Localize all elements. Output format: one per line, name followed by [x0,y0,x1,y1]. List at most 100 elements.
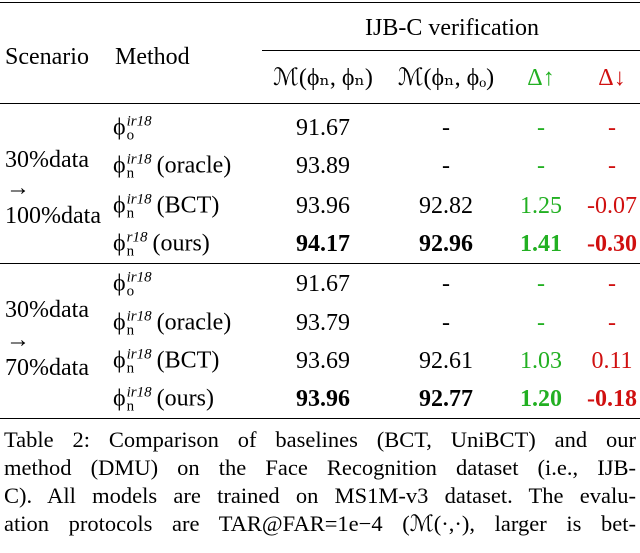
value-cell: - [608,310,616,336]
method-symbol: ϕ [113,230,126,257]
method-scripts: r18 n [126,229,148,260]
group-header: IJB-C verification [365,15,539,41]
column-header: ℳ(ϕₙ, ϕₒ) [397,65,495,91]
scenario-header: Scenario [5,44,89,70]
value-cell: 93.79 [296,310,350,336]
method-suffix: (ours) [156,385,214,412]
method-cell: ϕ r18 n (ours) [113,229,210,260]
method-symbol: ϕ [113,114,126,141]
method-subscript: n [126,165,135,182]
method-subscript: o [126,283,135,300]
scenario-line: 70%data [5,355,89,381]
scenario-line: → [6,327,30,353]
value-cell: - [442,153,450,179]
method-subscript: n [126,205,135,222]
column-header: Δ↑ [527,65,555,91]
method-suffix: (BCT) [156,192,220,219]
value-cell: -0.07 [587,193,637,219]
value-cell: 92.96 [419,231,473,257]
method-suffix: (BCT) [156,347,220,374]
caption-line: method (DMU) on the Face Recognition dat… [4,455,636,480]
scenario-line: → [6,175,30,201]
value-cell: 1.41 [520,231,562,257]
method-superscript: ir18 [126,269,152,286]
method-cell: ϕ ir18 n (BCT) [113,346,220,377]
method-symbol: ϕ [113,270,126,297]
method-cell: ϕ ir18 n (oracle) [113,151,232,182]
column-header: Δ↓ [598,65,626,91]
method-cell: ϕ ir18 o [113,113,157,144]
bottom-rule [0,418,640,419]
scenario-line: 100%data [5,203,101,229]
scenario-line: 30%data [5,147,89,173]
method-subscript: o [126,127,135,144]
method-symbol: ϕ [113,347,126,374]
value-cell: 1.25 [520,193,562,219]
method-scripts: ir18 n [126,191,152,222]
value-cell: - [537,310,545,336]
value-cell: 93.69 [296,348,350,374]
value-cell: 93.96 [296,386,350,412]
group-rule [262,50,640,51]
value-cell: - [442,310,450,336]
value-cell: 0.11 [591,348,633,374]
value-cell: 1.03 [520,348,562,374]
method-subscript: n [126,398,135,415]
value-cell: 91.67 [296,271,350,297]
method-superscript: r18 [126,229,148,246]
method-scripts: ir18 n [126,384,152,415]
method-superscript: ir18 [126,346,152,363]
value-cell: - [537,115,545,141]
value-cell: - [442,271,450,297]
value-cell: 93.96 [296,193,350,219]
method-scripts: ir18 n [126,151,152,182]
method-superscript: ir18 [126,151,152,168]
value-cell: - [537,271,545,297]
method-superscript: ir18 [126,384,152,401]
value-cell: 92.77 [419,386,473,412]
value-cell: 93.89 [296,153,350,179]
value-cell: - [608,115,616,141]
value-cell: 92.82 [419,193,473,219]
method-superscript: ir18 [126,308,152,325]
group-separator [0,263,640,264]
value-cell: - [608,271,616,297]
method-subscript: n [126,243,135,260]
caption-line: Table 2: Comparison of baselines (BCT, U… [4,427,636,452]
method-suffix: (ours) [152,230,210,257]
method-header: Method [115,44,190,70]
caption-line: C). All models are trained on MS1M-v3 da… [4,483,636,508]
method-scripts: ir18 n [126,308,152,339]
value-cell: -0.30 [587,231,637,257]
value-cell: - [608,153,616,179]
method-cell: ϕ ir18 n (ours) [113,384,214,415]
method-cell: ϕ ir18 o [113,269,157,300]
value-cell: 1.20 [520,386,562,412]
column-header: ℳ(ϕₙ, ϕₙ) [273,65,373,91]
value-cell: 92.61 [419,348,473,374]
method-cell: ϕ ir18 n (oracle) [113,308,232,339]
method-superscript: ir18 [126,191,152,208]
value-cell: 91.67 [296,115,350,141]
method-suffix: (oracle) [156,152,232,179]
header-rule [0,103,640,104]
method-symbol: ϕ [113,385,126,412]
method-cell: ϕ ir18 n (BCT) [113,191,220,222]
method-scripts: ir18 n [126,346,152,377]
method-symbol: ϕ [113,152,126,179]
method-suffix: (oracle) [156,309,232,336]
value-cell: - [442,115,450,141]
method-superscript: ir18 [126,113,152,130]
value-cell: -0.18 [587,386,637,412]
value-cell: - [537,153,545,179]
caption-line: ation protocols are TAR@FAR=1e−4 (ℳ(·,·)… [4,511,636,536]
method-scripts: ir18 o [126,269,152,300]
method-symbol: ϕ [113,309,126,336]
scenario-line: 30%data [5,297,89,323]
method-symbol: ϕ [113,192,126,219]
method-subscript: n [126,360,135,377]
method-subscript: n [126,322,135,339]
top-rule [0,2,640,3]
value-cell: 94.17 [296,231,350,257]
